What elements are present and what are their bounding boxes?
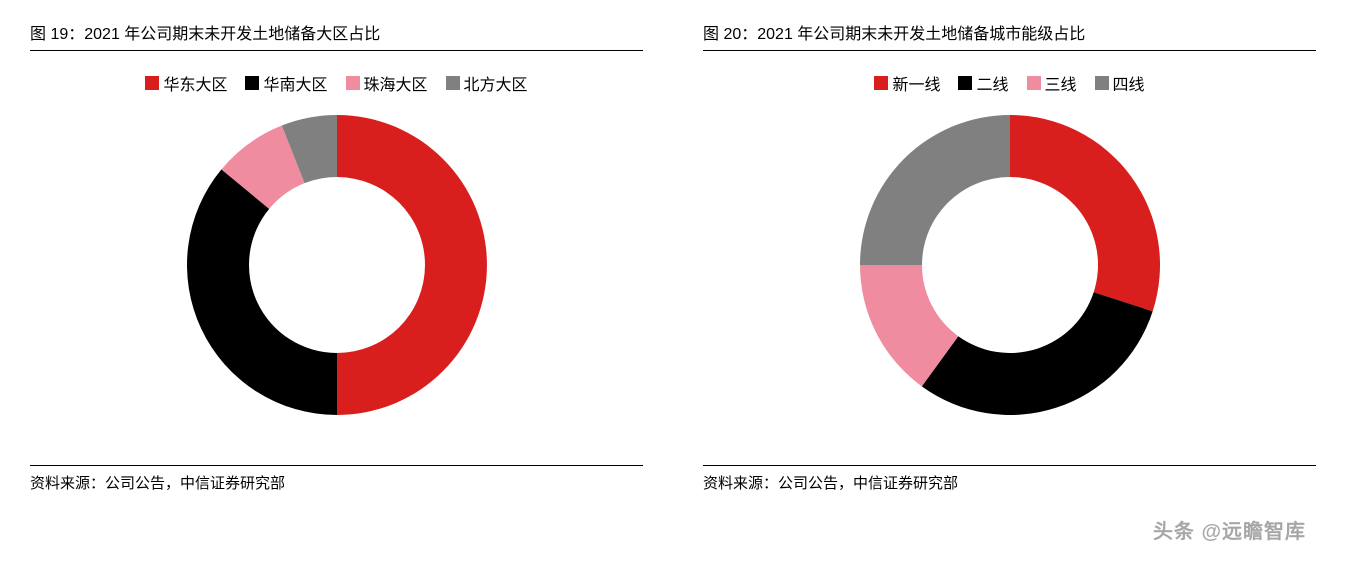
left-chart-source: 资料来源：公司公告，中信证券研究部 bbox=[30, 465, 643, 493]
left-chart-legend: 华东大区 华南大区 珠海大区 北方大区 bbox=[30, 71, 643, 95]
legend-label: 珠海大区 bbox=[364, 71, 428, 95]
left-chart-title: 图 19：2021 年公司期末未开发土地储备大区占比 bbox=[30, 20, 643, 51]
donut-slice bbox=[860, 115, 1010, 265]
right-donut-chart bbox=[850, 105, 1170, 425]
left-chart-panel: 图 19：2021 年公司期末未开发土地储备大区占比 华东大区 华南大区 珠海大区 北… bbox=[30, 20, 643, 493]
donut-slice bbox=[337, 115, 487, 415]
donut-slice bbox=[921, 292, 1152, 415]
donut-slice bbox=[187, 169, 337, 415]
legend-item: 华东大区 bbox=[145, 71, 227, 95]
watermark-text: 头条 @远瞻智库 bbox=[1153, 515, 1306, 544]
right-chart-panel: 图 20：2021 年公司期末未开发土地储备城市能级占比 新一线 二线 三线 四线 资… bbox=[703, 20, 1316, 493]
legend-swatch bbox=[245, 76, 259, 90]
donut-slice bbox=[1010, 115, 1160, 311]
legend-label: 新一线 bbox=[892, 71, 940, 95]
right-chart-legend: 新一线 二线 三线 四线 bbox=[703, 71, 1316, 95]
legend-swatch bbox=[145, 76, 159, 90]
legend-label: 三线 bbox=[1045, 71, 1077, 95]
legend-swatch bbox=[874, 76, 888, 90]
legend-swatch bbox=[1027, 76, 1041, 90]
legend-swatch bbox=[958, 76, 972, 90]
legend-item: 珠海大区 bbox=[346, 71, 428, 95]
legend-label: 北方大区 bbox=[464, 71, 528, 95]
legend-label: 二线 bbox=[976, 71, 1008, 95]
legend-swatch bbox=[1095, 76, 1109, 90]
right-chart-source: 资料来源：公司公告，中信证券研究部 bbox=[703, 465, 1316, 493]
legend-item: 四线 bbox=[1095, 71, 1145, 95]
left-donut-chart bbox=[177, 105, 497, 425]
legend-label: 华东大区 bbox=[163, 71, 227, 95]
legend-label: 四线 bbox=[1113, 71, 1145, 95]
legend-swatch bbox=[446, 76, 460, 90]
legend-item: 三线 bbox=[1027, 71, 1077, 95]
legend-item: 北方大区 bbox=[446, 71, 528, 95]
legend-swatch bbox=[346, 76, 360, 90]
left-donut-wrap bbox=[30, 105, 643, 425]
legend-item: 华南大区 bbox=[245, 71, 327, 95]
charts-row: 图 19：2021 年公司期末未开发土地储备大区占比 华东大区 华南大区 珠海大区 北… bbox=[30, 20, 1316, 493]
right-donut-wrap bbox=[703, 105, 1316, 425]
legend-item: 新一线 bbox=[874, 71, 940, 95]
right-chart-title: 图 20：2021 年公司期末未开发土地储备城市能级占比 bbox=[703, 20, 1316, 51]
legend-item: 二线 bbox=[958, 71, 1008, 95]
legend-label: 华南大区 bbox=[263, 71, 327, 95]
